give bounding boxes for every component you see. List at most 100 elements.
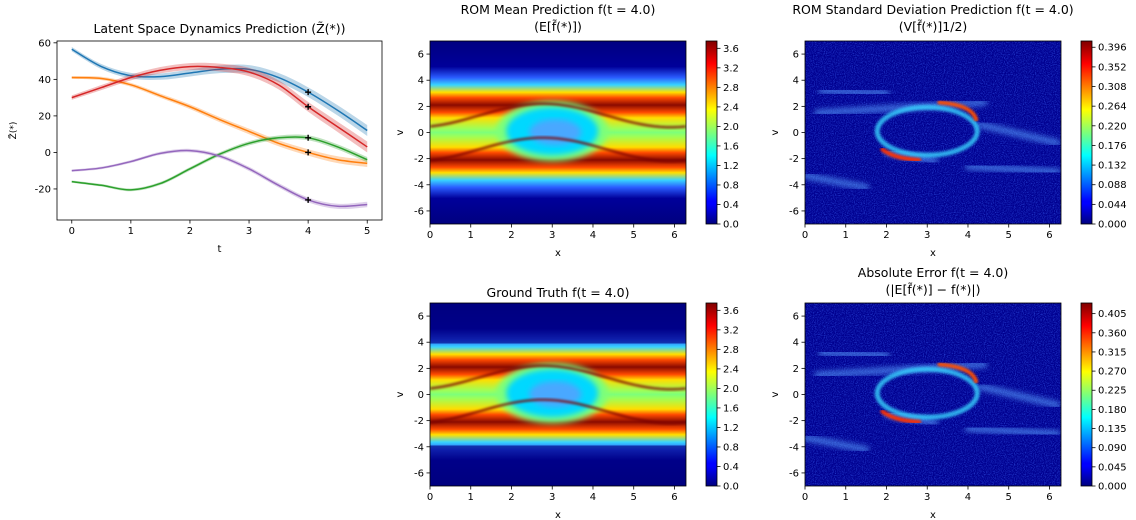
colorbar xyxy=(705,40,718,225)
colorbar-tick-label: 1.6 xyxy=(723,403,739,414)
x-tick-label: 6 xyxy=(671,230,677,241)
y-tick-label: 20 xyxy=(38,111,51,122)
x-tick-label: 3 xyxy=(924,492,930,503)
heatmap-truth: 0 1 2 3 4 5 6 -6 -4 -2 0 2 4 6 x v Ground Truth f(t = 4.… xyxy=(395,285,739,520)
x-tick-label: 3 xyxy=(549,230,555,241)
x-tick-label: 1 xyxy=(468,492,474,503)
heatmap-err: 0 1 2 3 4 5 6 -6 -4 -2 0 2 4 6 x v Absolute Error f(t = … xyxy=(770,265,1127,520)
x-tick-label: 2 xyxy=(883,492,889,503)
colorbar-tick-label: 2.4 xyxy=(723,364,739,375)
colorbar-tick-label: 0.264 xyxy=(1098,102,1127,113)
x-tick-label: 4 xyxy=(590,230,596,241)
colorbar-tick-label: 0.000 xyxy=(1098,220,1127,231)
y-tick-label: 6 xyxy=(418,312,424,323)
heatmap-field xyxy=(430,303,686,486)
colorbar-tick-label: 2.0 xyxy=(723,384,739,395)
x-tick-label: 1 xyxy=(128,226,134,237)
x-tick-label: 5 xyxy=(1006,492,1012,503)
colorbar-tick-label: 0.270 xyxy=(1098,367,1127,378)
y-tick-label: 4 xyxy=(793,338,799,349)
x-tick-label: 0 xyxy=(69,226,75,237)
colorbar-tick-label: 0.0 xyxy=(723,482,739,493)
chart-title: Ground Truth f(t = 4.0) xyxy=(487,285,630,300)
colorbar-tick-label: 3.6 xyxy=(723,44,739,55)
colorbar-tick-label: 0.360 xyxy=(1098,328,1127,339)
y-axis-label: v xyxy=(770,391,781,397)
chart-subtitle: (V[f̃(*)]1/2) xyxy=(899,19,968,34)
chart-subtitle: (|E[f̃(*)] − f(*)|) xyxy=(885,282,980,297)
colorbar-tick-label: 2.8 xyxy=(723,345,739,356)
x-tick-label: 0 xyxy=(802,492,808,503)
chart-subtitle: (E[f̃(*)]) xyxy=(534,19,582,34)
error-streak xyxy=(977,121,1061,146)
confidence-band xyxy=(71,62,368,153)
y-tick-label: -4 xyxy=(414,442,424,453)
colorbar-tick-label: 2.4 xyxy=(723,102,739,113)
x-tick-label: 2 xyxy=(508,230,514,241)
colorbar-tick-label: 0.135 xyxy=(1098,424,1127,435)
y-tick-label: 40 xyxy=(38,75,51,86)
x-tick-label: 6 xyxy=(1046,230,1052,241)
series-line xyxy=(71,76,368,165)
x-axis-label: x xyxy=(555,510,561,520)
series-line xyxy=(71,149,368,208)
chart-title: Absolute Error f(t = 4.0) xyxy=(858,265,1008,280)
x-tick-label: 1 xyxy=(468,230,474,241)
colorbar xyxy=(705,302,718,487)
y-tick-label: 0 xyxy=(793,390,799,401)
x-tick-label: 4 xyxy=(965,230,971,241)
colorbar-tick-label: 3.6 xyxy=(723,306,739,317)
y-tick-label: 0 xyxy=(793,128,799,139)
colorbar-tick-label: 0.315 xyxy=(1098,347,1127,358)
vortex-ring xyxy=(874,366,980,420)
heatmap-field xyxy=(430,41,686,224)
y-tick-label: -2 xyxy=(789,154,799,165)
x-tick-label: 3 xyxy=(549,492,555,503)
x-axis-label: x xyxy=(555,248,561,259)
colorbar-tick-label: 0.220 xyxy=(1098,121,1127,132)
y-tick-label: -2 xyxy=(414,154,424,165)
y-tick-label: -20 xyxy=(35,184,51,195)
hotspot-lower xyxy=(880,409,922,424)
colorbar-tick-label: 0.396 xyxy=(1098,43,1127,54)
lower-ridge xyxy=(430,398,686,425)
y-axis-label: v xyxy=(395,391,406,397)
colorbar xyxy=(1080,40,1093,225)
confidence-band xyxy=(71,134,368,192)
y-tick-label: 6 xyxy=(793,50,799,61)
marker-plus xyxy=(305,196,312,203)
chart-title: ROM Mean Prediction f(t = 4.0) xyxy=(461,2,656,17)
colorbar-tick-label: 0.4 xyxy=(723,462,739,473)
x-tick-label: 3 xyxy=(246,226,252,237)
x-tick-label: 6 xyxy=(671,492,677,503)
heatmap-std: 0 1 2 3 4 5 6 -6 -4 -2 0 2 4 6 x v ROM Standard Deviatio… xyxy=(770,2,1127,259)
y-tick-label: 4 xyxy=(418,338,424,349)
plot-frame xyxy=(56,40,383,221)
marker-plus xyxy=(305,89,312,96)
y-tick-label: 6 xyxy=(418,50,424,61)
x-tick-label: 4 xyxy=(965,492,971,503)
error-streak xyxy=(818,87,890,97)
x-tick-label: 5 xyxy=(1006,230,1012,241)
y-tick-label: 2 xyxy=(418,102,424,113)
upper-ridge xyxy=(430,102,686,129)
x-axis-label: x xyxy=(930,248,936,259)
x-axis-label: x xyxy=(930,510,936,520)
x-tick-label: 0 xyxy=(427,492,433,503)
hotspot-lower xyxy=(880,147,922,162)
colorbar-tick-label: 1.2 xyxy=(723,161,739,172)
colorbar-tick-label: 2.0 xyxy=(723,122,739,133)
colorbar-tick-label: 1.6 xyxy=(723,141,739,152)
colorbar-tick-label: 0.090 xyxy=(1098,443,1127,454)
background-bottom xyxy=(430,445,686,485)
colorbar-tick-label: 2.8 xyxy=(723,83,739,94)
x-tick-label: 2 xyxy=(508,492,514,503)
chart-title: Latent Space Dynamics Prediction (Z̃(*)) xyxy=(93,21,345,36)
y-tick-label: 2 xyxy=(793,102,799,113)
series-line xyxy=(71,48,368,132)
x-tick-label: 2 xyxy=(883,230,889,241)
colorbar-tick-label: 0.405 xyxy=(1098,309,1127,320)
colorbar-tick-label: 0.044 xyxy=(1098,200,1127,211)
series-line xyxy=(71,65,368,148)
